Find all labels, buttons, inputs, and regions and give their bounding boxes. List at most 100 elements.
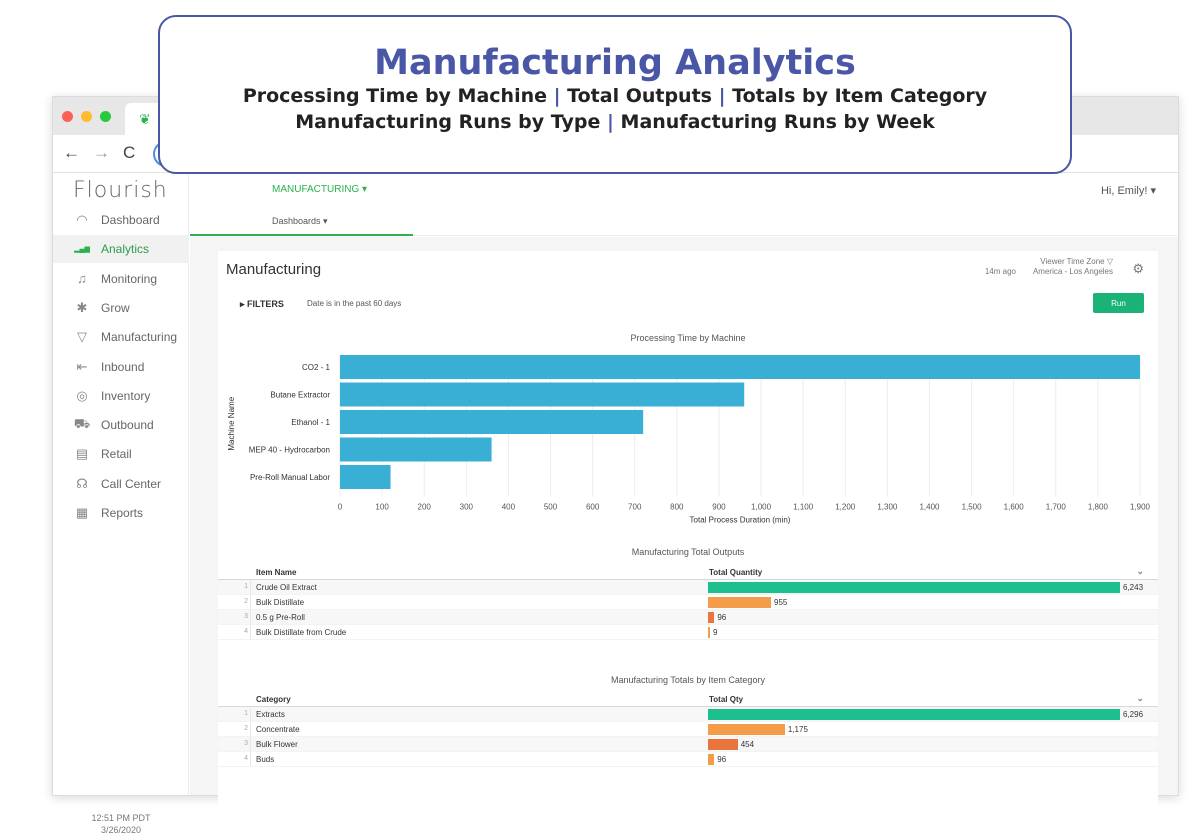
- sidebar-item-label: Dashboard: [101, 213, 160, 227]
- row-index: 1: [244, 583, 248, 590]
- x-tick-label: 900: [712, 503, 726, 512]
- row-name: Crude Oil Extract: [256, 583, 317, 592]
- table-row[interactable]: 3 0.5 g Pre-Roll 96: [218, 610, 1158, 625]
- row-name: Extracts: [256, 710, 285, 719]
- dashboard-icon: ◠: [76, 212, 88, 227]
- timezone-value: America - Los Angeles: [1032, 267, 1113, 276]
- column-header-total-quantity[interactable]: Total Quantity: [709, 568, 763, 577]
- outputs-table-title: Manufacturing Total Outputs: [631, 547, 745, 557]
- maximize-window-button[interactable]: [100, 111, 111, 122]
- sidebar-item-analytics[interactable]: ▂▄▆ Analytics: [53, 235, 189, 264]
- banner-line-1: Processing Time by Machine | Total Outpu…: [160, 83, 1070, 109]
- table-row[interactable]: 1 Crude Oil Extract 6,243: [218, 580, 1158, 595]
- filters-toggle[interactable]: ▸ FILTERS: [240, 299, 284, 309]
- table-row[interactable]: 4 Bulk Distillate from Crude 9: [218, 625, 1158, 640]
- timezone-selector[interactable]: Viewer Time Zone ▽ America - Los Angeles: [1033, 257, 1113, 277]
- quantity-value: 96: [717, 613, 727, 622]
- column-header-category[interactable]: Category: [256, 695, 291, 704]
- bell-icon: ♫: [77, 271, 87, 287]
- table-icon: ▦: [75, 505, 89, 520]
- dashboard-card: Manufacturing 14m ago Viewer Time Zone ▽…: [218, 251, 1158, 811]
- quantity-bar: [708, 597, 772, 608]
- x-tick-label: 0: [338, 503, 343, 512]
- logo[interactable]: Flourish: [73, 178, 168, 203]
- sidebar-item-label: Analytics: [101, 242, 150, 257]
- banner-line-2: Manufacturing Runs by Type | Manufacturi…: [160, 109, 1070, 135]
- back-icon[interactable]: ←: [63, 143, 80, 162]
- gear-icon[interactable]: ⚙: [1132, 261, 1144, 276]
- analytics-icon: ▂▄▆: [74, 246, 90, 254]
- sidebar-item-label: Grow: [101, 300, 130, 315]
- sidebar-item-manufacturing[interactable]: ▽ Manufacturing: [53, 323, 189, 351]
- sidebar-item-label: Reports: [101, 506, 144, 520]
- sidebar-item-reports[interactable]: ▦ Reports: [53, 499, 189, 527]
- quantity-value: 9: [713, 628, 718, 637]
- table-row[interactable]: 2 Bulk Distillate 955: [218, 595, 1158, 610]
- headset-icon: ☊: [76, 475, 88, 491]
- sidebar-item-outbound[interactable]: ⛟ Outbound: [53, 411, 189, 439]
- processing-time-chart: 0 100 200 300 400 500 600 700 800 900 1,000 1,100 1,…: [227, 355, 1151, 525]
- row-name: Bulk Distillate: [256, 598, 305, 607]
- column-header-item-name[interactable]: Item Name: [256, 568, 297, 577]
- bar: [340, 437, 492, 462]
- banner-topic: Totals by Item Category: [732, 85, 988, 107]
- forward-icon[interactable]: →: [93, 143, 110, 162]
- banner-separator: |: [547, 85, 568, 107]
- column-header-total-qty[interactable]: Total Qty: [709, 695, 744, 704]
- banner-topic: Total Outputs: [567, 85, 712, 107]
- sidebar-item-label: Manufacturing: [101, 330, 178, 345]
- row-divider: [250, 737, 251, 751]
- sidebar-item-inventory[interactable]: ◎ Inventory: [53, 382, 189, 410]
- row-name: Bulk Distillate from Crude: [256, 628, 347, 637]
- chart-title: Processing Time by Machine: [630, 333, 746, 343]
- quantity-bar: [708, 739, 738, 750]
- page-title: Manufacturing: [226, 261, 322, 278]
- clock-date: 3/26/2020: [100, 825, 142, 835]
- run-button[interactable]: Run: [1093, 293, 1144, 313]
- dashboards-dropdown[interactable]: Dashboards ▾: [272, 216, 328, 226]
- row-divider: [250, 595, 251, 609]
- x-tick-label: 700: [628, 503, 642, 512]
- table-row[interactable]: 2 Concentrate 1,175: [218, 722, 1158, 737]
- reload-icon[interactable]: C: [123, 143, 136, 162]
- sidebar-item-retail[interactable]: ▤ Retail: [53, 440, 189, 468]
- row-index: 3: [244, 613, 248, 620]
- promo-banner: Manufacturing Analytics Processing Time …: [158, 15, 1072, 174]
- sidebar-item-dashboard[interactable]: ◠ Dashboard: [53, 206, 189, 234]
- close-window-button[interactable]: [62, 111, 73, 122]
- quantity-bar: [708, 612, 715, 623]
- sidebar-item-call-center[interactable]: ☊ Call Center: [53, 470, 189, 498]
- sidebar-item-inbound[interactable]: ⇤ Inbound: [53, 353, 189, 381]
- clock: 12:51 PM PDT 3/26/2020: [53, 812, 189, 836]
- chevron-down-icon[interactable]: ⌄: [1136, 693, 1144, 703]
- x-tick-label: 1,400: [919, 503, 940, 512]
- row-divider: [250, 752, 251, 766]
- row-divider: [250, 722, 251, 736]
- x-tick-label: 800: [670, 503, 684, 512]
- minimize-window-button[interactable]: [81, 111, 92, 122]
- module-dropdown[interactable]: MANUFACTURING ▾: [272, 184, 368, 195]
- table-row[interactable]: 4 Buds 96: [218, 752, 1158, 767]
- table-row[interactable]: 1 Extracts 6,296: [218, 707, 1158, 722]
- clock-time: 12:51 PM PDT: [91, 813, 151, 823]
- x-tick-label: 1,600: [1004, 503, 1025, 512]
- row-name: 0.5 g Pre-Roll: [256, 613, 305, 622]
- row-index: 1: [244, 710, 248, 717]
- x-tick-label: 600: [586, 503, 600, 512]
- bar: [340, 382, 745, 407]
- leaf-icon: ❦: [139, 111, 151, 127]
- y-tick-label: Butane Extractor: [270, 391, 330, 400]
- browser-window: ❦ ← → C Flourish ◠ Dashboard ▂▄▆ Analytics ♫…: [52, 96, 1179, 835]
- leaf-icon: ✱: [76, 299, 88, 315]
- chevron-down-icon[interactable]: ⌄: [1136, 566, 1144, 576]
- category-table-title: Manufacturing Totals by Item Category: [611, 675, 765, 685]
- sidebar-item-label: Inventory: [101, 388, 151, 403]
- table-row[interactable]: 3 Bulk Flower 454: [218, 737, 1158, 752]
- y-tick-label: MEP 40 - Hydrocarbon: [249, 446, 330, 455]
- banner-topic: Manufacturing Runs by Week: [620, 111, 935, 133]
- sidebar-item-grow[interactable]: ✱ Grow: [53, 294, 189, 322]
- banner-separator: |: [711, 85, 733, 107]
- outputs-table-header: Item Name Total Quantity ⌄: [218, 566, 1158, 580]
- sidebar-item-monitoring[interactable]: ♫ Monitoring: [53, 265, 189, 293]
- user-menu[interactable]: Hi, Emily! ▾: [1100, 185, 1156, 197]
